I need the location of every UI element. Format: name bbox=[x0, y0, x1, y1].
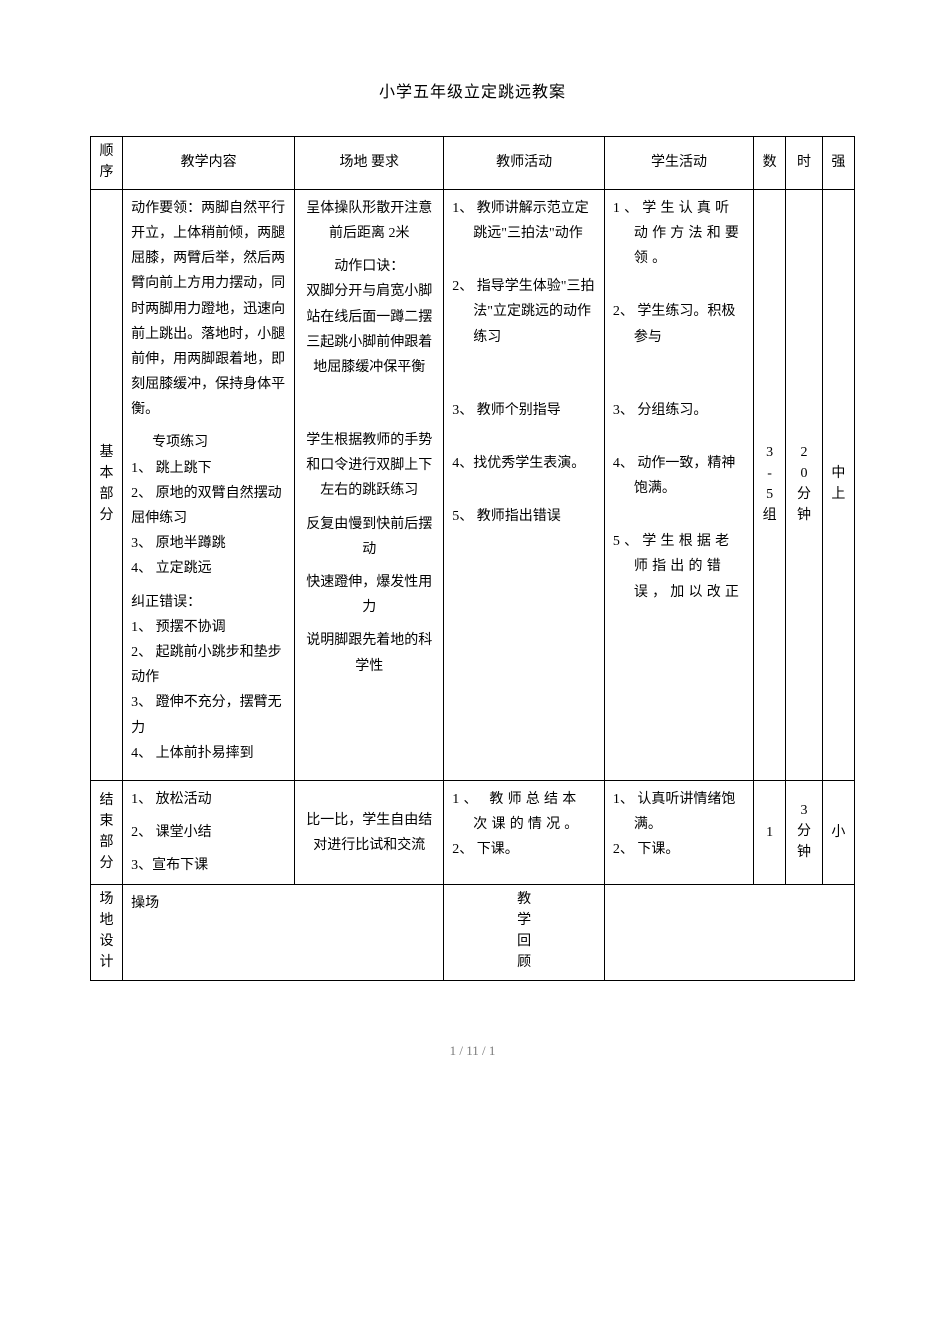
basic-intensity: 中上 bbox=[822, 189, 854, 780]
content-p3-4: 4、 上体前扑易摔到 bbox=[131, 741, 286, 766]
design-content: 操场 bbox=[123, 885, 444, 980]
review-content bbox=[604, 885, 854, 980]
student-s1: 1、学生认真听动作方法和要领。 bbox=[613, 196, 745, 272]
content-p2-3: 3、 原地半蹲跳 bbox=[131, 531, 286, 556]
table-row-end: 结束部分 1、 放松活动 2、 课堂小结 3、宣布下课 比一比，学生自由结对进行… bbox=[91, 780, 855, 885]
basic-time: 2 0 分 钟 bbox=[786, 189, 823, 780]
teacher-t3: 3、 教师个别指导 bbox=[452, 398, 596, 423]
venue-v1: 呈体操队形散开注意前后距离 2米 bbox=[303, 196, 435, 246]
venue-v6: 快速蹬伸，爆发性用力 bbox=[303, 570, 435, 620]
table-header-row: 顺序 教学内容 场地 要求 教师活动 学生活动 数 时 强 bbox=[91, 136, 855, 189]
header-content: 教学内容 bbox=[123, 136, 295, 189]
end-t1: 1、 教师总结本次课的情况。 bbox=[452, 787, 596, 837]
content-p1: 动作要领：两脚自然平行开立，上体稍前倾，两腿屈膝，两臂后举，然后两臂向前上方用力… bbox=[131, 196, 286, 423]
end-teacher: 1、 教师总结本次课的情况。 2、 下课。 bbox=[444, 780, 605, 885]
basic-teacher: 1、 教师讲解示范立定跳远"三拍法"动作 2、 指导学生体验"三拍法"立定跳远的… bbox=[444, 189, 605, 780]
content-p2-2: 2、 原地的双臂自然摆动屈伸练习 bbox=[131, 481, 286, 531]
end-content: 1、 放松活动 2、 课堂小结 3、宣布下课 bbox=[123, 780, 295, 885]
header-seq: 顺序 bbox=[91, 136, 123, 189]
content-p2-1: 1、 跳上跳下 bbox=[131, 456, 286, 481]
header-teacher: 教师活动 bbox=[444, 136, 605, 189]
page-title: 小学五年级立定跳远教案 bbox=[90, 80, 855, 106]
student-s3: 3、 分组练习。 bbox=[613, 398, 745, 423]
content-p3-1: 1、 预摆不协调 bbox=[131, 615, 286, 640]
end-s2: 2、 下课。 bbox=[613, 837, 745, 862]
venue-v4: 学生根据教师的手势和口令进行双脚上下左右的跳跃练习 bbox=[303, 428, 435, 504]
end-c1: 1、 放松活动 bbox=[131, 787, 286, 812]
basic-seq: 基本部分 bbox=[91, 189, 123, 780]
content-p3-3: 3、 蹬伸不充分，摆臂无力 bbox=[131, 690, 286, 740]
end-s1: 1、 认真听讲情绪饱满。 bbox=[613, 787, 745, 837]
header-venue: 场地 要求 bbox=[295, 136, 444, 189]
table-row-basic: 基本部分 动作要领：两脚自然平行开立，上体稍前倾，两腿屈膝，两臂后举，然后两臂向… bbox=[91, 189, 855, 780]
end-venue: 比一比，学生自由结对进行比试和交流 bbox=[295, 780, 444, 885]
header-time: 时 bbox=[786, 136, 823, 189]
basic-num: 3 - 5 组 bbox=[754, 189, 786, 780]
student-s5: 5、学生根据老师指出的错误，加以改正 bbox=[613, 529, 745, 605]
basic-content: 动作要领：两脚自然平行开立，上体稍前倾，两腿屈膝，两臂后举，然后两臂向前上方用力… bbox=[123, 189, 295, 780]
content-p3-2: 2、 起跳前小跳步和垫步动作 bbox=[131, 640, 286, 690]
venue-v7: 说明脚跟先着地的科学性 bbox=[303, 628, 435, 678]
venue-v5: 反复由慢到快前后摆动 bbox=[303, 512, 435, 562]
review-label: 教学回顾 bbox=[444, 885, 605, 980]
end-student: 1、 认真听讲情绪饱满。 2、 下课。 bbox=[604, 780, 753, 885]
end-c2: 2、 课堂小结 bbox=[131, 820, 286, 845]
content-p3-title: 纠正错误： bbox=[131, 590, 286, 615]
end-intensity: 小 bbox=[822, 780, 854, 885]
end-c3: 3、宣布下课 bbox=[131, 853, 286, 878]
header-num: 数 bbox=[754, 136, 786, 189]
teacher-t2: 2、 指导学生体验"三拍法"立定跳远的动作练习 bbox=[452, 274, 596, 350]
page-footer: 1 / 11 / 1 bbox=[90, 1041, 855, 1062]
end-time: 3 分 钟 bbox=[786, 780, 823, 885]
student-s4: 4、 动作一致，精神饱满。 bbox=[613, 451, 745, 501]
venue-v2: 动作口诀： bbox=[303, 254, 435, 279]
end-num: 1 bbox=[754, 780, 786, 885]
teacher-t1: 1、 教师讲解示范立定跳远"三拍法"动作 bbox=[452, 196, 596, 246]
content-p2-title: 专项练习 bbox=[131, 430, 286, 455]
end-t2: 2、 下课。 bbox=[452, 837, 596, 862]
basic-venue: 呈体操队形散开注意前后距离 2米 动作口诀： 双脚分开与肩宽小脚站在线后面一蹲二… bbox=[295, 189, 444, 780]
end-seq: 结束部分 bbox=[91, 780, 123, 885]
header-student: 学生活动 bbox=[604, 136, 753, 189]
teacher-t5: 5、 教师指出错误 bbox=[452, 504, 596, 529]
table-row-design: 场地设计 操场 教学回顾 bbox=[91, 885, 855, 980]
student-s2: 2、 学生练习。积极参与 bbox=[613, 299, 745, 349]
teacher-t4: 4、找优秀学生表演。 bbox=[452, 451, 596, 476]
venue-v3: 双脚分开与肩宽小脚站在线后面一蹲二摆三起跳小脚前伸跟着地屈膝缓冲保平衡 bbox=[303, 279, 435, 380]
header-intensity: 强 bbox=[822, 136, 854, 189]
design-seq: 场地设计 bbox=[91, 885, 123, 980]
lesson-plan-table: 顺序 教学内容 场地 要求 教师活动 学生活动 数 时 强 基本部分 动作要领：… bbox=[90, 136, 855, 981]
basic-student: 1、学生认真听动作方法和要领。 2、 学生练习。积极参与 3、 分组练习。 4、… bbox=[604, 189, 753, 780]
content-p2-4: 4、 立定跳远 bbox=[131, 556, 286, 581]
